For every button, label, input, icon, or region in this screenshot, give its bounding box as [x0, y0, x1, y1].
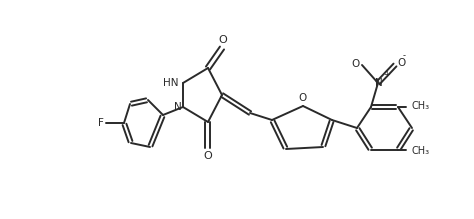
- Text: CH₃: CH₃: [412, 101, 430, 111]
- Text: CH₃: CH₃: [412, 146, 430, 156]
- Text: O: O: [352, 59, 360, 69]
- Text: HN: HN: [164, 78, 179, 88]
- Text: +: +: [383, 70, 390, 79]
- Text: F: F: [98, 118, 104, 128]
- Text: -: -: [403, 51, 406, 60]
- Text: N: N: [375, 78, 383, 88]
- Text: O: O: [397, 58, 405, 68]
- Text: O: O: [204, 151, 212, 161]
- Text: N: N: [174, 102, 182, 112]
- Text: O: O: [299, 93, 307, 103]
- Text: O: O: [219, 35, 228, 45]
